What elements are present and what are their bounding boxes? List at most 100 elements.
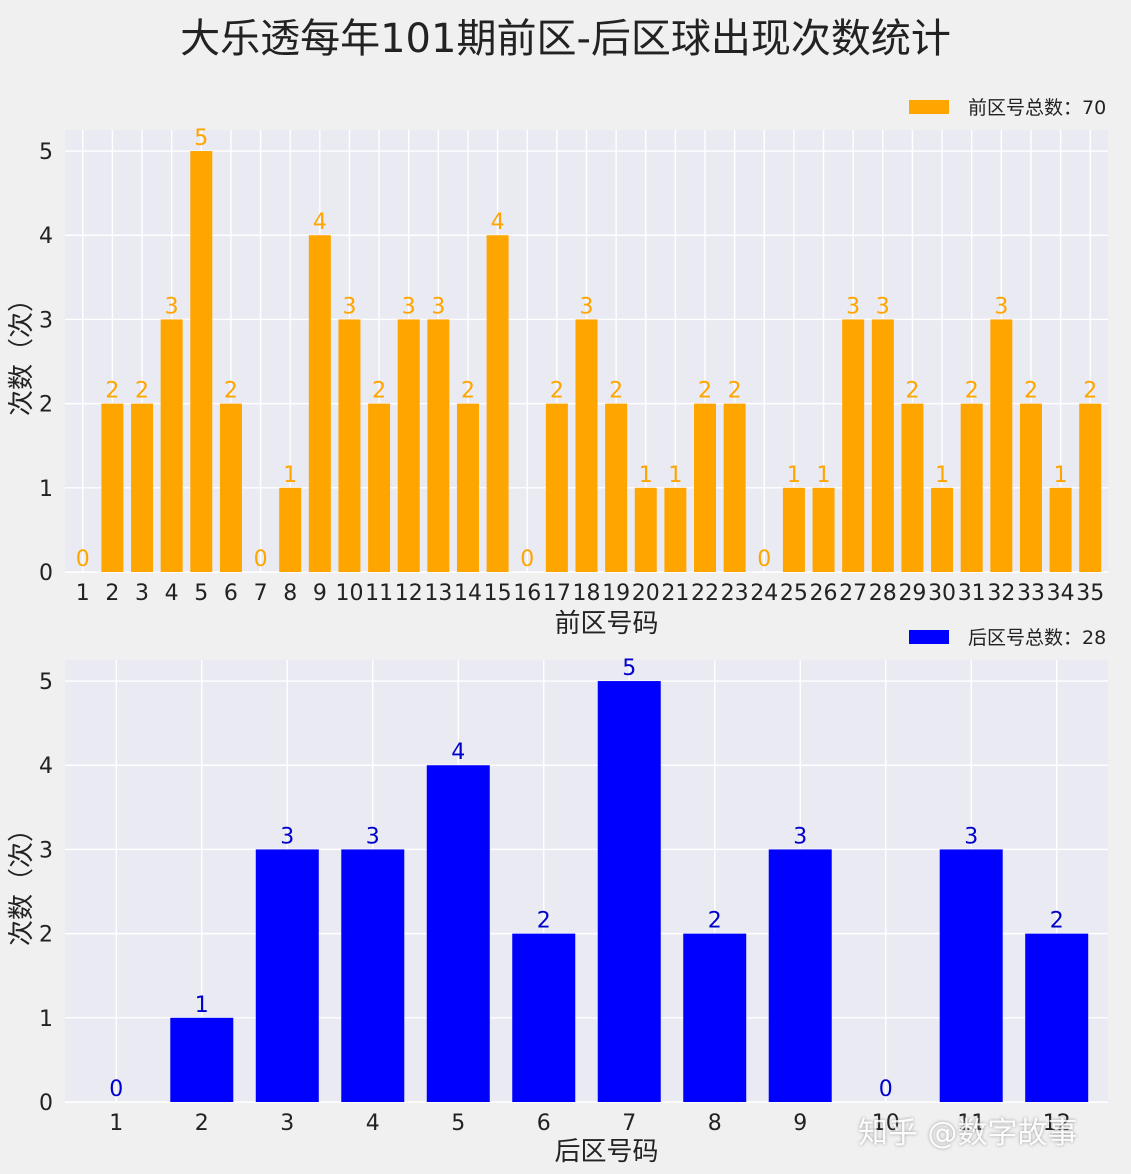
back-xtick-label-2: 2	[195, 1111, 209, 1136]
front-xtick-label-28: 28	[869, 581, 897, 606]
back-data-label-8: 2	[708, 909, 722, 934]
back-data-label-11: 3	[964, 824, 978, 849]
back-xtick-label-12: 12	[1043, 1111, 1071, 1136]
front-xtick-label-30: 30	[928, 581, 956, 606]
back-bar-6	[512, 933, 576, 1102]
front-xtick-label-29: 29	[898, 581, 926, 606]
back-bar-8	[683, 933, 747, 1102]
back-data-label-6: 2	[537, 909, 551, 934]
back-xtick-label-3: 3	[280, 1111, 294, 1136]
front-ytick-label: 3	[39, 308, 53, 333]
back-data-label-2: 1	[195, 993, 209, 1018]
front-data-label-29: 2	[905, 379, 919, 404]
front-data-label-23: 2	[728, 379, 742, 404]
front-bar-23	[723, 403, 746, 572]
front-bar-4	[160, 319, 183, 572]
back-bar-9	[768, 849, 832, 1102]
chart-title: 大乐透每年101期前区-后区球出现次数统计	[180, 16, 951, 62]
front-xtick-label-17: 17	[543, 581, 571, 606]
front-bar-2	[101, 403, 124, 572]
front-bar-3	[131, 403, 154, 572]
front-bar-27	[842, 319, 865, 572]
front-xtick-label-2: 2	[105, 581, 119, 606]
front-xtick-label-18: 18	[573, 581, 601, 606]
back-bar-4	[341, 849, 405, 1102]
back-xtick-label-8: 8	[708, 1111, 722, 1136]
back-bar-2	[170, 1017, 234, 1102]
back-ytick-label: 2	[39, 923, 53, 948]
front-data-label-3: 2	[135, 379, 149, 404]
front-data-label-30: 1	[935, 463, 949, 488]
front-data-label-35: 2	[1083, 379, 1097, 404]
front-bar-6	[219, 403, 242, 572]
front-bar-32	[990, 319, 1013, 572]
back-xtick-label-9: 9	[793, 1111, 807, 1136]
back-plot-background	[65, 660, 1108, 1102]
front-data-label-33: 2	[1024, 379, 1038, 404]
front-xtick-label-24: 24	[750, 581, 778, 606]
back-legend-swatch	[909, 630, 949, 644]
front-data-label-11: 2	[372, 379, 386, 404]
front-data-label-15: 4	[491, 210, 505, 235]
front-xtick-label-9: 9	[313, 581, 327, 606]
front-xtick-label-23: 23	[721, 581, 749, 606]
front-xtick-label-12: 12	[395, 581, 423, 606]
front-xtick-label-13: 13	[424, 581, 452, 606]
front-xtick-label-14: 14	[454, 581, 482, 606]
front-xtick-label-4: 4	[165, 581, 179, 606]
front-xtick-label-16: 16	[513, 581, 541, 606]
front-bar-26	[812, 487, 835, 572]
front-xtick-label-6: 6	[224, 581, 238, 606]
front-xtick-label-26: 26	[810, 581, 838, 606]
front-bar-5	[190, 151, 213, 573]
back-data-label-3: 3	[280, 824, 294, 849]
front-data-label-2: 2	[105, 379, 119, 404]
back-y-axis-label: 次数（次）	[7, 816, 37, 946]
back-xtick-label-10: 10	[872, 1111, 900, 1136]
back-bar-7	[597, 681, 661, 1102]
front-data-label-13: 3	[431, 294, 445, 319]
front-xtick-label-7: 7	[254, 581, 268, 606]
front-bar-31	[960, 403, 983, 572]
front-xtick-label-8: 8	[283, 581, 297, 606]
front-data-label-31: 2	[965, 379, 979, 404]
front-data-label-5: 5	[194, 126, 208, 151]
back-data-label-9: 3	[793, 824, 807, 849]
front-bar-19	[605, 403, 628, 572]
back-x-axis-label: 后区号码	[554, 1137, 658, 1167]
front-xtick-label-25: 25	[780, 581, 808, 606]
front-bar-33	[1019, 403, 1042, 572]
back-xtick-label-4: 4	[366, 1111, 380, 1136]
back-data-label-4: 3	[366, 824, 380, 849]
front-xtick-label-31: 31	[958, 581, 986, 606]
front-xtick-label-10: 10	[335, 581, 363, 606]
front-data-label-7: 0	[254, 547, 268, 572]
back-data-label-1: 0	[109, 1077, 123, 1102]
back-data-label-10: 0	[879, 1077, 893, 1102]
back-ytick-label: 3	[39, 838, 53, 863]
back-xtick-label-7: 7	[622, 1111, 636, 1136]
front-xtick-label-1: 1	[76, 581, 90, 606]
back-ytick-label: 4	[39, 754, 53, 779]
front-data-label-8: 1	[283, 463, 297, 488]
front-data-label-14: 2	[461, 379, 475, 404]
front-xtick-label-5: 5	[194, 581, 208, 606]
front-data-label-21: 1	[668, 463, 682, 488]
front-y-axis-label: 次数（次）	[7, 286, 37, 416]
back-bar-11	[939, 849, 1003, 1102]
front-bar-20	[634, 487, 657, 572]
front-xtick-label-32: 32	[987, 581, 1015, 606]
front-data-label-20: 1	[639, 463, 653, 488]
back-xtick-label-6: 6	[537, 1111, 551, 1136]
front-data-label-1: 0	[76, 547, 90, 572]
front-legend-swatch	[909, 100, 949, 114]
back-xtick-label-11: 11	[957, 1111, 985, 1136]
back-legend-label: 后区号总数：28	[968, 627, 1106, 649]
front-ytick-label: 2	[39, 393, 53, 418]
front-bar-10	[338, 319, 361, 572]
front-data-label-25: 1	[787, 463, 801, 488]
front-data-label-9: 4	[313, 210, 327, 235]
front-bar-8	[279, 487, 302, 572]
front-bar-14	[456, 403, 479, 572]
